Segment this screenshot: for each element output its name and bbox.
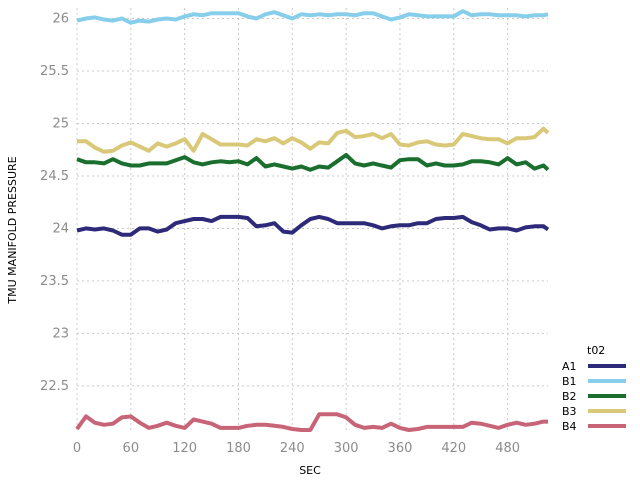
series-line-b2 — [76, 153, 550, 172]
x-axis-ticks: 0 60 120 180 240 300 360 420 480 — [73, 441, 520, 456]
y-axis-title: TMU MANIFOLD PRESSURE — [6, 156, 19, 304]
y-axis-ticks: 22.5 23 23.5 24 24.5 25 25.5 26 — [40, 11, 69, 393]
y-tick-label: 25.5 — [40, 64, 69, 79]
y-tick-label: 23 — [52, 326, 69, 341]
legend-label-b3: B3 — [562, 405, 577, 418]
legend-label-a1: A1 — [562, 360, 577, 373]
x-axis-title: SEC — [299, 464, 321, 477]
legend: t02 A1 B1 B2 B3 B4 — [562, 344, 626, 433]
legend-title: t02 — [587, 344, 605, 357]
series-lines — [75, 9, 550, 432]
y-tick-label: 25 — [52, 116, 69, 131]
y-tick-label: 24.5 — [40, 169, 69, 184]
y-tick-label: 24 — [52, 221, 69, 236]
x-tick-label: 60 — [123, 441, 140, 456]
series-line-b3 — [77, 126, 550, 154]
series-line-a1 — [76, 214, 550, 237]
y-tick-label: 22.5 — [40, 379, 69, 394]
legend-label-b2: B2 — [562, 390, 577, 403]
x-tick-label: 120 — [172, 441, 197, 456]
x-tick-label: 240 — [280, 441, 305, 456]
x-tick-label: 420 — [441, 441, 466, 456]
y-tick-label: 23.5 — [40, 274, 69, 289]
series-line-b4 — [75, 412, 548, 432]
y-tick-label: 26 — [52, 11, 69, 26]
legend-label-b4: B4 — [562, 420, 577, 433]
x-tick-label: 360 — [388, 441, 413, 456]
x-tick-label: 180 — [226, 441, 251, 456]
x-tick-label: 0 — [73, 441, 81, 456]
legend-label-b1: B1 — [562, 375, 577, 388]
x-tick-label: 300 — [334, 441, 359, 456]
x-tick-label: 480 — [495, 441, 520, 456]
series-line-b1 — [76, 9, 549, 25]
